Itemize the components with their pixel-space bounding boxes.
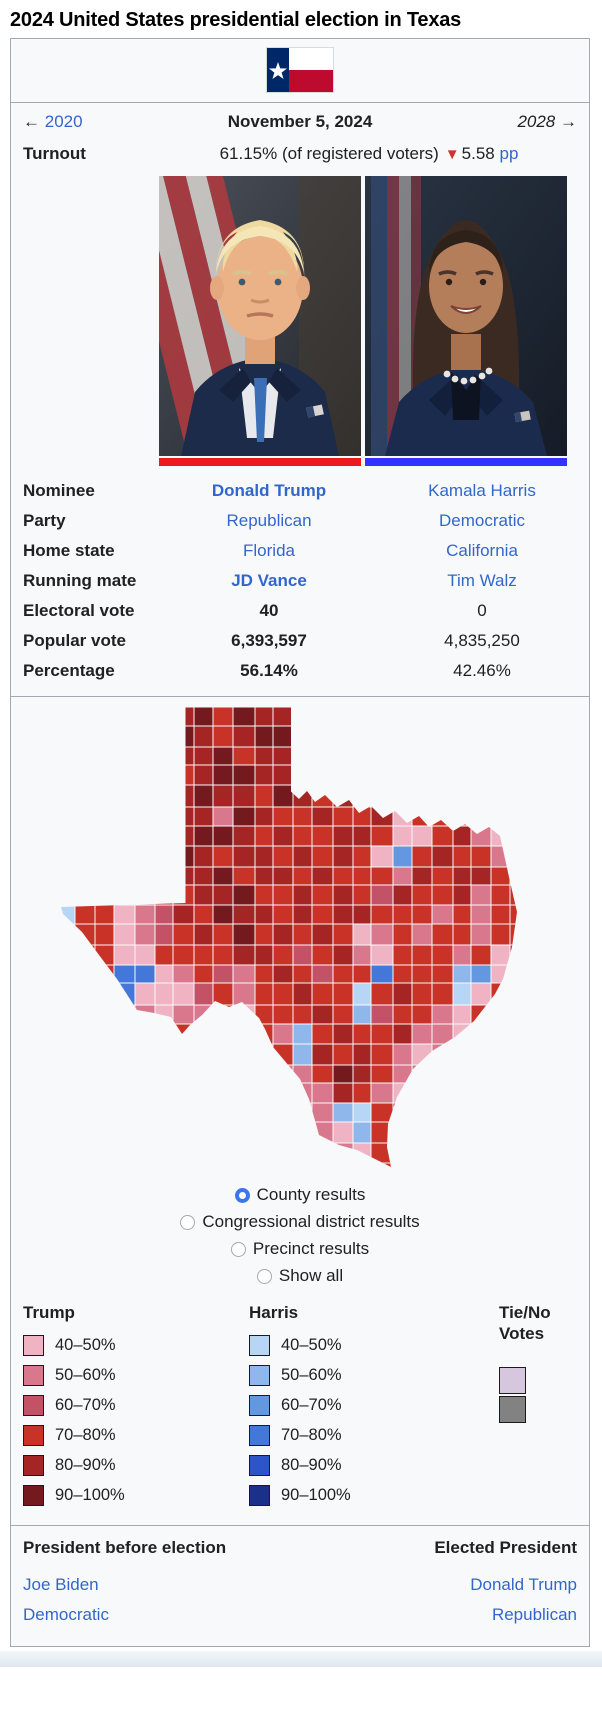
row-electoral-vote: Electoral vote 40 0 <box>11 596 589 626</box>
harris-party-bar <box>365 458 567 466</box>
row-party: Party Republican Democratic <box>23 511 525 530</box>
radio-unselected-icon[interactable] <box>256 1268 272 1284</box>
harris-swatch-70-80 <box>249 1425 270 1447</box>
harris-electoral-vote: 0 <box>477 601 487 620</box>
election-date: November 5, 2024 <box>227 112 373 131</box>
harris-swatch-90-100 <box>249 1485 270 1507</box>
election-infobox: ← 2020 November 5, 2024 2028 → Turnout 6… <box>10 38 590 1647</box>
radio-precinct-results[interactable]: Precinct results <box>230 1239 369 1259</box>
radio-unselected-icon[interactable] <box>230 1241 246 1257</box>
democratic-footer-link[interactable]: Democratic <box>23 1605 109 1624</box>
row-running-mate: Running mate JD Vance Tim Walz <box>23 571 517 590</box>
row-nominee: Nominee Donald Trump Kamala Harris <box>23 481 536 500</box>
turnout-value: 61.15% (of registered voters) ▼ 5.58 pp <box>219 144 519 163</box>
trump-footer-link[interactable]: Donald Trump <box>470 1575 577 1595</box>
trump-swatch-40-50 <box>23 1335 44 1357</box>
turnout-row: Turnout 61.15% (of registered voters) ▼ 5.… <box>11 139 589 173</box>
harris-portrait[interactable] <box>365 176 567 456</box>
tie-swatch <box>499 1366 526 1394</box>
legend-trump-column: Trump 40–50% 50–60% 60–70% 70–80% 80–90%… <box>23 1302 249 1515</box>
trump-electoral-vote: 40 <box>259 601 279 620</box>
map-block: County results Congressional district re… <box>11 707 589 1286</box>
map-view-options: County results Congressional district re… <box>11 1185 589 1286</box>
trump-swatch-80-90 <box>23 1455 44 1477</box>
california-link[interactable]: California <box>446 541 518 560</box>
decrease-triangle-icon: ▼ <box>444 146 460 163</box>
trump-swatch-50-60 <box>23 1365 44 1387</box>
no-votes-swatch <box>499 1395 526 1423</box>
legend-tie-header: Tie/No Votes <box>499 1303 551 1344</box>
legend-harris-header: Harris <box>249 1303 299 1322</box>
pp-link[interactable]: pp <box>499 144 519 163</box>
turnout-change: 5.58 <box>461 144 495 163</box>
trump-swatch-60-70 <box>23 1395 44 1417</box>
walz-link[interactable]: Tim Walz <box>447 571 517 590</box>
harris-swatch-50-60 <box>249 1365 270 1387</box>
trump-link[interactable]: Donald Trump <box>211 481 327 500</box>
footer-headers: President before election Elected Presid… <box>11 1526 589 1560</box>
row-percentage: Percentage 56.14% 42.46% <box>11 656 589 686</box>
florida-link[interactable]: Florida <box>243 541 295 560</box>
row-home-state: Home state Florida California <box>23 541 518 560</box>
radio-congressional-results[interactable]: Congressional district results <box>180 1212 420 1232</box>
harris-popular-vote: 4,835,250 <box>444 631 520 650</box>
radio-selected-icon[interactable] <box>234 1187 250 1203</box>
elected-president-label: Elected President <box>434 1538 577 1558</box>
harris-swatch-80-90 <box>249 1455 270 1477</box>
harris-swatch-40-50 <box>249 1335 270 1357</box>
trump-popular-vote: 6,393,597 <box>231 631 307 650</box>
election-nav: ← 2020 November 5, 2024 2028 → <box>11 103 589 139</box>
vance-link[interactable]: JD Vance <box>231 571 307 590</box>
next-election-label: 2028 <box>517 112 556 131</box>
legend-tie-column: Tie/No Votes <box>499 1302 577 1515</box>
divider <box>11 102 589 103</box>
footer-links: Joe Biden Democratic Donald Trump Republ… <box>11 1560 589 1646</box>
republican-footer-link[interactable]: Republican <box>491 1605 577 1624</box>
candidate-photos <box>159 176 581 466</box>
legend-harris-column: Harris 40–50% 50–60% 60–70% 70–80% 80–90… <box>249 1302 499 1515</box>
biden-link[interactable]: Joe Biden <box>23 1575 99 1595</box>
texas-county-map[interactable] <box>57 707 527 1175</box>
trump-portrait[interactable] <box>159 176 361 456</box>
texas-flag-icon <box>267 48 333 92</box>
trump-party-bar <box>159 458 361 466</box>
turnout-label: Turnout <box>23 144 86 163</box>
democratic-link[interactable]: Democratic <box>439 511 525 530</box>
harris-link[interactable]: Kamala Harris <box>428 481 536 500</box>
trump-swatch-70-80 <box>23 1425 44 1447</box>
candidate-table: Nominee Donald Trump Kamala Harris Party… <box>11 476 589 686</box>
row-popular-vote: Popular vote 6,393,597 4,835,250 <box>11 626 589 656</box>
trump-percentage: 56.14% <box>240 661 298 680</box>
map-legend: Trump 40–50% 50–60% 60–70% 70–80% 80–90%… <box>23 1302 577 1515</box>
prev-arrow-icon: ← <box>23 112 40 131</box>
next-arrow-icon: → <box>560 112 577 131</box>
before-election-label: President before election <box>23 1538 227 1558</box>
trump-swatch-90-100 <box>23 1485 44 1507</box>
harris-swatch-60-70 <box>249 1395 270 1417</box>
republican-link[interactable]: Republican <box>226 511 312 530</box>
flag-row <box>11 39 589 102</box>
divider <box>11 1525 589 1527</box>
radio-unselected-icon[interactable] <box>180 1214 196 1230</box>
legend-trump-header: Trump <box>23 1303 75 1322</box>
radio-county-results[interactable]: County results <box>234 1185 365 1205</box>
prev-election-link[interactable]: 2020 <box>44 112 83 131</box>
divider <box>11 696 589 697</box>
radio-show-all[interactable]: Show all <box>256 1266 343 1286</box>
harris-percentage: 42.46% <box>453 661 511 680</box>
page-title: 2024 United States presidential election… <box>10 9 462 31</box>
page-background-strip <box>0 1650 602 1667</box>
